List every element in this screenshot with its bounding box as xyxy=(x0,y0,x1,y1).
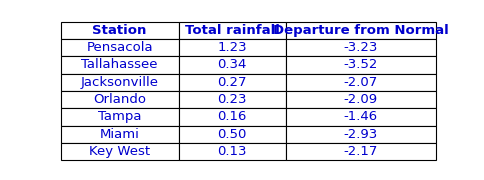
Bar xyxy=(179,22,286,39)
Text: Orlando: Orlando xyxy=(93,93,146,106)
Text: 0.16: 0.16 xyxy=(217,110,247,123)
Text: Departure from Normal: Departure from Normal xyxy=(272,24,449,37)
Text: -3.23: -3.23 xyxy=(343,41,378,54)
Text: Jacksonville: Jacksonville xyxy=(80,76,159,89)
Text: Station: Station xyxy=(92,24,147,37)
Text: 1.23: 1.23 xyxy=(217,41,247,54)
Bar xyxy=(286,22,436,39)
Text: Key West: Key West xyxy=(89,145,150,158)
Bar xyxy=(60,56,179,74)
Text: 0.13: 0.13 xyxy=(217,145,247,158)
Bar xyxy=(179,39,286,56)
Bar xyxy=(286,91,436,108)
Text: -1.46: -1.46 xyxy=(344,110,378,123)
Bar xyxy=(60,39,179,56)
Text: -2.17: -2.17 xyxy=(343,145,378,158)
Text: 0.50: 0.50 xyxy=(217,128,247,141)
Bar xyxy=(286,56,436,74)
Text: Tampa: Tampa xyxy=(98,110,141,123)
Text: -3.52: -3.52 xyxy=(343,58,378,71)
Bar xyxy=(179,56,286,74)
Bar xyxy=(60,74,179,91)
Bar xyxy=(286,126,436,143)
Bar xyxy=(60,108,179,126)
Bar xyxy=(286,39,436,56)
Bar xyxy=(179,126,286,143)
Text: Miami: Miami xyxy=(100,128,139,141)
Text: -2.07: -2.07 xyxy=(344,76,378,89)
Text: 0.34: 0.34 xyxy=(217,58,247,71)
Text: 0.27: 0.27 xyxy=(217,76,247,89)
Bar xyxy=(60,126,179,143)
Bar xyxy=(60,91,179,108)
Bar xyxy=(60,143,179,160)
Text: Total rainfall: Total rainfall xyxy=(185,24,280,37)
Text: -2.09: -2.09 xyxy=(344,93,378,106)
Bar xyxy=(179,108,286,126)
Text: Pensacola: Pensacola xyxy=(86,41,153,54)
Bar xyxy=(286,143,436,160)
Bar xyxy=(286,74,436,91)
Text: -2.93: -2.93 xyxy=(344,128,378,141)
Bar xyxy=(179,91,286,108)
Bar xyxy=(286,108,436,126)
Bar xyxy=(60,22,179,39)
Text: 0.23: 0.23 xyxy=(217,93,247,106)
Text: Tallahassee: Tallahassee xyxy=(81,58,158,71)
Bar xyxy=(179,74,286,91)
Bar xyxy=(179,143,286,160)
